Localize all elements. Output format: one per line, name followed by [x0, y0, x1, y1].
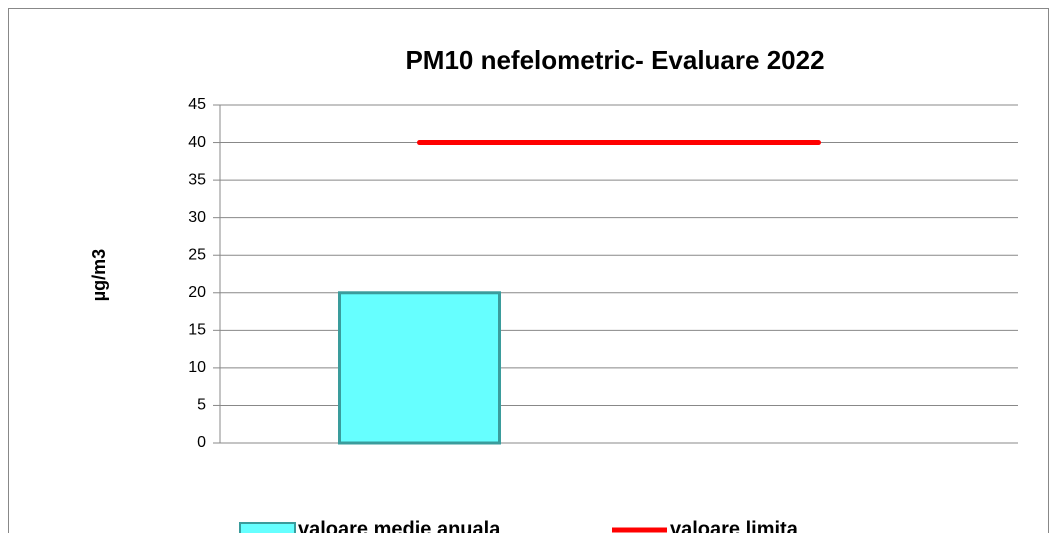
legend-label: valoare limita	[670, 518, 799, 533]
y-tick-label: 30	[188, 209, 206, 226]
y-tick-label: 15	[188, 322, 206, 339]
bar	[338, 291, 501, 445]
y-tick-label: 5	[197, 397, 206, 414]
y-tick-label: 35	[188, 171, 206, 188]
y-tick-label: 10	[188, 359, 206, 376]
y-tick-label: 20	[188, 284, 206, 301]
legend-label: valoare medie anuala	[298, 518, 501, 533]
y-tick-label: 0	[197, 434, 206, 451]
y-tick-label: 45	[188, 96, 206, 113]
y-tick-label: 40	[188, 134, 206, 151]
y-tick-label: 25	[188, 246, 206, 263]
legend-swatch	[239, 522, 296, 533]
chart-title: PM10 nefelometric- Evaluare 2022	[405, 45, 824, 75]
chart-frame	[8, 8, 1049, 533]
y-axis-label: µg/m3	[89, 249, 109, 301]
